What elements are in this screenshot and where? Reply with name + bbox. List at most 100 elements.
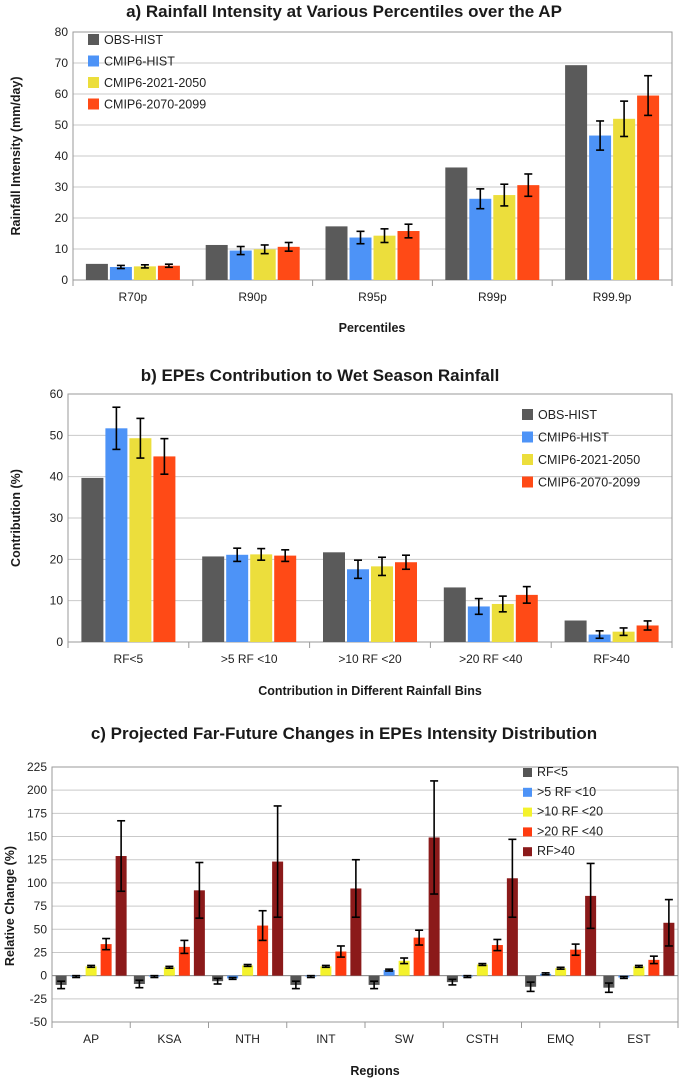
panel-b-y-tick: 30 [50, 511, 64, 525]
panel-b-legend-label: CMIP6-2070-2099 [538, 476, 640, 490]
panel-b-bar [467, 606, 490, 642]
panel-a-title: a) Rainfall Intensity at Various Percent… [126, 2, 562, 21]
panel-b: b) EPEs Contribution to Wet Season Rainf… [9, 366, 673, 698]
panel-c-bar [603, 975, 615, 988]
panel-b-y-tick: 10 [50, 594, 64, 608]
panel-c-x-tick: CSTH [466, 1032, 499, 1046]
panel-c-x-tick: INT [316, 1032, 336, 1046]
panel-c-bar [428, 837, 440, 976]
panel-a-bar [277, 246, 300, 280]
panel-c-bar [648, 959, 660, 976]
panel-c-bar [115, 856, 127, 976]
panel-a-y-tick: 80 [55, 25, 69, 39]
panel-b-bar [81, 477, 104, 642]
panel-a-y-tick: 0 [61, 273, 68, 287]
panel-a-legend-swatch [88, 34, 99, 45]
panel-c-x-tick: KSA [157, 1032, 181, 1046]
panel-c-bar [476, 964, 488, 976]
panel-c-bar [335, 951, 347, 976]
panel-c-x-tick: AP [83, 1032, 99, 1046]
panel-a-legend-swatch [88, 55, 99, 67]
panel-c-bar [163, 967, 175, 976]
panel-a-legend-label: CMIP6-HIST [104, 55, 175, 69]
panel-b-legend: OBS-HIST CMIP6-HIST CMIP6-2021-2050 CMIP6-2… [522, 408, 640, 490]
panel-b-legend-swatch [522, 454, 533, 465]
panel-b-bar [202, 556, 225, 642]
panel-c-legend-label: >5 RF <10 [537, 785, 596, 799]
panel-c-y-tick: 150 [27, 830, 47, 844]
panel-c-bar [100, 944, 112, 976]
panel-a-legend-swatch [88, 98, 99, 110]
panel-c-bar [85, 966, 97, 976]
panel-c-bar [368, 975, 380, 985]
panel-c-bar [663, 922, 675, 976]
panel-c-x-tick: EST [627, 1032, 651, 1046]
panel-c-y-tick: 225 [27, 760, 47, 774]
panel-c-legend-label: RF<5 [537, 765, 568, 779]
panel-c-bar [506, 878, 518, 976]
panel-b-bar [371, 566, 393, 642]
panel-a-x-tick: R95p [358, 290, 387, 304]
panel-b-legend-swatch [522, 431, 533, 443]
panel-a-bar [157, 265, 180, 280]
panel-a: a) Rainfall Intensity at Various Percent… [9, 2, 673, 335]
panel-b-bar [564, 620, 587, 642]
panel-c-title: c) Projected Far-Future Changes in EPEs … [91, 724, 597, 743]
panel-b-y-label: Contribution (%) [9, 469, 23, 567]
panel-b-bar [491, 603, 514, 642]
panel-b-y-tick: 50 [50, 428, 64, 442]
panel-b-bar [153, 456, 176, 642]
panel-b-x-tick: RF<5 [114, 652, 144, 666]
panel-c-x-tick: EMQ [547, 1032, 574, 1046]
panel-c-legend-swatch [523, 827, 532, 837]
panel-a-y-tick: 30 [55, 180, 69, 194]
panel-c-bar [555, 968, 567, 976]
panel-a-legend: OBS-HIST CMIP6-HIST CMIP6-2021-2050 CMIP6-2… [88, 33, 206, 112]
panel-b-bar [395, 562, 417, 642]
panel-a-y-tick: 10 [55, 242, 69, 256]
panel-b-bar [443, 587, 466, 642]
panel-b-x-tick: >20 RF <40 [459, 652, 523, 666]
panel-a-y-tick: 40 [55, 149, 69, 163]
panel-c-bar [413, 937, 425, 976]
panel-c-y-tick: -25 [30, 992, 48, 1006]
panel-c-legend-swatch [523, 787, 532, 797]
panel-b-bar [226, 554, 249, 642]
panel-c-bar [178, 946, 190, 976]
panel-c-bar [257, 925, 269, 976]
panel-a-x-tick: R90p [238, 290, 267, 304]
panel-c-bar [398, 960, 410, 976]
panel-a-bar [397, 231, 420, 280]
panel-c-bar [585, 895, 597, 976]
panel-c-x-tick: NTH [235, 1032, 260, 1046]
panel-c-legend-swatch [523, 807, 532, 817]
panel-c: c) Projected Far-Future Changes in EPEs … [3, 724, 679, 1078]
panel-c-y-tick: 75 [34, 899, 48, 913]
panel-a-y-label: Rainfall Intensity (mm/day) [9, 76, 23, 235]
panel-a-legend-label: CMIP6-2021-2050 [104, 76, 206, 90]
panel-a-bar [565, 65, 588, 280]
panel-c-y-tick: 25 [34, 945, 48, 959]
panel-c-y-tick: 0 [40, 969, 47, 983]
panel-a-bar [517, 185, 540, 280]
panel-b-bar [105, 428, 128, 642]
panel-c-y-label: Relative Change (%) [3, 846, 17, 966]
panel-c-bar [525, 975, 537, 987]
panel-c-y-tick: 50 [34, 922, 48, 936]
panel-b-bar [274, 555, 297, 642]
panel-b-x-tick: >5 RF <10 [221, 652, 278, 666]
panel-a-bar [253, 249, 276, 280]
panel-b-legend-label: CMIP6-HIST [538, 431, 609, 445]
panel-a-legend-swatch [88, 77, 99, 88]
panel-a-y-tick: 50 [55, 118, 69, 132]
panel-b-x-tick: >10 RF <20 [338, 652, 402, 666]
panel-b-legend-swatch [522, 476, 533, 488]
panel-c-bar [242, 965, 254, 976]
panel-a-bar [229, 250, 252, 280]
panel-c-y-tick: 200 [27, 783, 47, 797]
panel-b-bar [515, 594, 538, 642]
panel-c-legend: RF<5 >5 RF <10 >10 RF <20 >20 RF <40 RF>40 [523, 765, 603, 858]
panel-c-bar [383, 970, 395, 976]
panel-c-y-tick: 100 [27, 876, 47, 890]
panel-b-title: b) EPEs Contribution to Wet Season Rainf… [141, 366, 500, 385]
